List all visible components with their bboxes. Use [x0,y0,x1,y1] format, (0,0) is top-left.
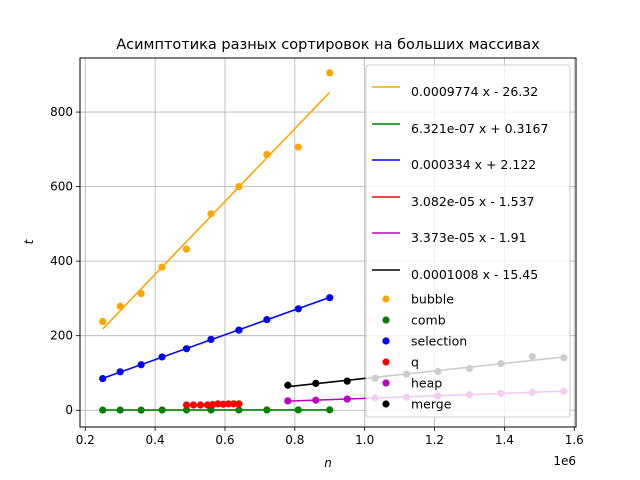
legend-label: selection [411,334,467,349]
x-tick-label: 1.4 [495,433,514,447]
comb-point [294,406,302,414]
q-point [182,401,191,409]
legend-marker-merge [382,400,390,408]
bubble-point [116,302,124,310]
selection-point [116,368,124,376]
axes-frame [79,57,577,428]
x-axis-label: n [324,456,332,470]
legend-box [365,64,571,418]
legend-label: heap [411,376,442,391]
legend-label: 0.0009774 x - 26.32 [411,84,538,99]
heap-point [284,397,292,405]
legend-label: 3.373e-05 x - 1.91 [411,230,527,245]
comb-point [116,406,124,414]
y-tick-label: 200 [50,329,73,343]
y-tick-label: 800 [50,105,73,119]
legend-label: 0.0001008 x - 15.45 [411,267,538,282]
legend-marker-q [382,358,390,366]
bubble-point [99,317,107,326]
legend-label: bubble [411,292,454,307]
selection-point [263,316,271,324]
selection-point [294,305,302,313]
q-point [224,400,233,408]
y-axis-label: t [22,238,36,244]
bubble-point [158,263,166,271]
comb-point [137,406,145,414]
legend-label: 6.321e-07 x + 0.3167 [411,121,548,136]
y-tick-label: 0 [65,403,73,417]
bubble-point [326,69,334,77]
heap-point [343,395,351,403]
bubble-point [235,182,243,191]
heap-point [312,396,320,404]
x-tick-label: 1.2 [425,433,444,447]
merge-point [312,379,320,387]
comb-point [263,406,271,414]
legend-marker-heap [382,379,390,387]
selection-point [137,361,145,369]
bubble-point [294,143,302,151]
chart-title: Асимптотика разных сортировок на больших… [116,37,540,53]
x-tick-label: 1.0 [355,433,374,447]
selection-point [235,326,243,334]
x-tick-label: 1.6 [565,433,584,447]
q-point [230,400,238,408]
bubble-point [207,210,215,218]
x-offset-label: 1e6 [553,454,576,468]
x-tick-label: 0.6 [215,433,234,447]
bubble-point [137,289,145,298]
legend-label: q [411,355,419,370]
legend-label: 0.000334 x + 2.122 [411,157,536,172]
x-tick-label: 0.8 [285,433,304,447]
comb-point [182,406,191,414]
legend-marker-bubble [382,295,390,303]
q-point [189,401,198,409]
selection-point [99,374,107,383]
q-point [214,400,222,408]
merge-point [343,377,351,385]
legend-marker-comb [382,316,390,324]
legend: 0.0009774 x - 26.32 6.321e-07 x + 0.3167 0… [365,64,571,418]
bubble-point [263,150,271,159]
comb-point [158,406,166,414]
legend-label: comb [411,313,446,328]
merge-point [284,381,292,389]
comb-point [99,406,107,414]
q-point [196,401,205,409]
q-point [203,401,212,409]
fit-line-0 [102,91,331,330]
legend-marker-selection [382,337,390,345]
comb-point [326,406,334,414]
selection-point [326,294,334,302]
bubble-point [182,245,191,253]
q-point [219,400,227,408]
x-ticks: 0.2 0.4 0.6 0.8 1.0 1.2 1.4 1.6 [76,427,584,447]
selection-point [158,353,166,361]
y-tick-label: 600 [50,180,73,194]
legend-label: merge [411,397,452,412]
selection-point [207,335,215,344]
y-ticks: 0 200 400 600 800 [50,105,80,417]
x-tick-label: 0.2 [76,433,95,447]
legend-label: 3.082e-05 x - 1.537 [411,194,535,209]
selection-point [182,345,191,353]
y-tick-label: 400 [50,254,73,268]
x-tick-label: 0.4 [146,433,165,447]
q-point [235,400,243,408]
comb-point [235,406,243,414]
